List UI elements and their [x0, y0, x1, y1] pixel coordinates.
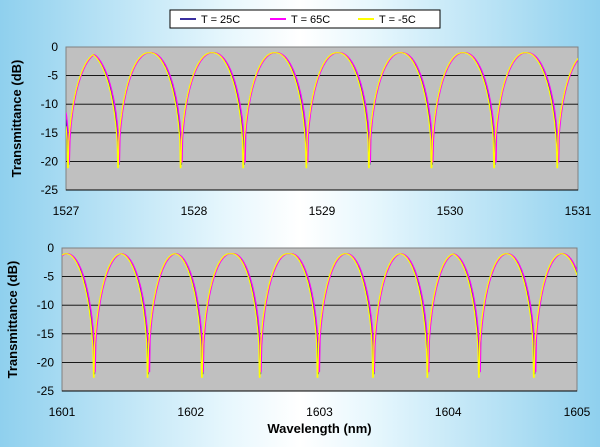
y-tick-label: 0 [47, 241, 54, 255]
y-tick-label: -10 [41, 97, 59, 111]
x-axis-title: Wavelength (nm) [267, 421, 371, 436]
x-tick-label: 1601 [49, 405, 76, 419]
y-tick-label: -25 [37, 384, 55, 398]
series-line-t-5c [66, 52, 578, 169]
x-tick-label: 1530 [437, 204, 464, 218]
y-tick-label: -5 [47, 69, 58, 83]
y-tick-label: -5 [43, 270, 54, 284]
y-tick-label: -25 [41, 183, 59, 197]
x-tick-label: 1603 [306, 405, 333, 419]
y-tick-label: 0 [51, 40, 58, 54]
y-tick-label: -15 [41, 126, 59, 140]
legend-label-25c: T = 25C [201, 14, 240, 26]
x-tick-label: 1531 [565, 204, 592, 218]
x-tick-label: 1529 [309, 204, 336, 218]
y-axis-title: Transmittance (dB) [9, 60, 24, 178]
legend-label-minus5c: T = -5C [379, 14, 416, 26]
y-tick-label: -20 [41, 154, 59, 168]
x-tick-label: 1604 [435, 405, 462, 419]
y-tick-label: -20 [37, 355, 55, 369]
y-axis-title: Transmittance (dB) [5, 261, 20, 379]
legend: T = 25C T = 65C T = -5C [169, 9, 441, 29]
x-tick-label: 1602 [177, 405, 204, 419]
x-tick-label: 1605 [564, 405, 591, 419]
top-chart: 0 -5 -10 -15 -20 -25 1527 1528 1529 1530 1531 Trans… [9, 40, 592, 218]
x-tick-label: 1527 [53, 204, 80, 218]
y-tick-label: -15 [37, 327, 55, 341]
series-line-t-65c [62, 253, 577, 373]
bottom-chart: 0 -5 -10 -15 -20 -25 1601 1602 1603 1604 1605 Trans… [5, 241, 591, 436]
y-tick-label: -10 [37, 298, 55, 312]
legend-box [169, 9, 441, 29]
x-tick-label: 1528 [181, 204, 208, 218]
legend-label-65c: T = 65C [291, 14, 330, 26]
series-line-t-5c [62, 253, 577, 378]
